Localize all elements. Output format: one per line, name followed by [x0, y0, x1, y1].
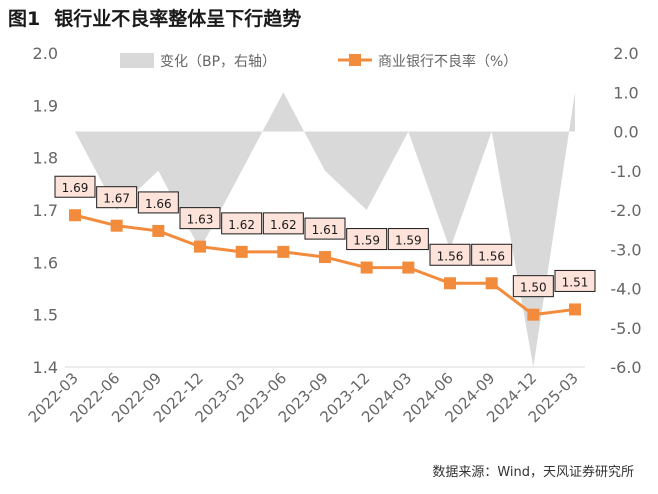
line-point-marker — [569, 303, 581, 316]
line-point-marker — [235, 245, 248, 258]
data-label-box — [346, 228, 388, 251]
data-label: 1.59 — [395, 234, 422, 248]
y-left-tick-label: 1.4 — [33, 358, 58, 377]
data-label-box — [179, 207, 221, 230]
data-label-box — [262, 212, 304, 235]
data-label-box — [471, 243, 513, 266]
data-label-box — [96, 186, 138, 209]
data-label: 1.62 — [228, 218, 255, 232]
data-label-box — [137, 191, 179, 214]
data-label-box — [54, 175, 96, 198]
data-label: 1.69 — [62, 181, 89, 195]
line-point-marker — [485, 277, 498, 290]
y-right-tick-label: 1.0 — [613, 83, 638, 102]
y-left-tick-label: 1.8 — [33, 149, 58, 168]
data-label: 1.67 — [103, 192, 130, 206]
y-right-tick-label: -4.0 — [610, 280, 641, 299]
data-label: 1.56 — [437, 249, 464, 263]
data-label: 1.51 — [562, 275, 589, 289]
line-point-marker — [319, 251, 331, 264]
y-right-tick-label: 0.0 — [613, 123, 638, 142]
y-left-tick-label: 1.5 — [33, 306, 58, 325]
line-point-marker — [69, 209, 81, 222]
line-point-marker — [194, 240, 206, 253]
y-left-tick-label: 1.7 — [33, 201, 58, 220]
y-right-tick-label: -5.0 — [610, 319, 641, 338]
data-label-box — [512, 275, 554, 298]
legend-swatch-area — [120, 53, 154, 68]
line-point-marker — [152, 224, 165, 237]
y-right-tick-label: -3.0 — [610, 240, 641, 259]
figure-title-text: 银行业不良率整体呈下行趋势 — [54, 8, 302, 30]
data-label-box — [304, 217, 346, 240]
y-left-tick-label: 1.9 — [33, 96, 58, 115]
y-left-tick-label: 1.6 — [33, 253, 58, 272]
line-point-marker — [277, 245, 290, 258]
line-point-marker — [402, 261, 415, 274]
data-label-box — [429, 243, 471, 266]
y-right-tick-label: -6.0 — [610, 358, 641, 377]
legend-swatch-marker — [349, 54, 361, 66]
figure-number: 图1 — [8, 8, 41, 30]
area-series-change-bp — [75, 92, 575, 367]
legend-label-line: 商业银行不良率（%） — [378, 53, 517, 70]
data-label: 1.66 — [145, 197, 172, 211]
data-label: 1.56 — [478, 249, 505, 263]
data-label-box — [221, 212, 263, 235]
line-point-marker — [360, 261, 373, 274]
line-point-marker — [110, 219, 123, 232]
y-right-tick-label: -2.0 — [610, 201, 641, 220]
legend-label-area: 变化（BP，右轴） — [160, 54, 276, 70]
y-right-tick-label: 2.0 — [613, 44, 638, 63]
data-label-box — [554, 269, 596, 292]
line-point-marker — [527, 308, 540, 321]
data-label: 1.63 — [187, 213, 214, 227]
data-label-box — [387, 228, 429, 251]
y-right-tick-label: -1.0 — [610, 162, 641, 181]
data-label: 1.61 — [312, 223, 339, 237]
y-left-tick-label: 2.0 — [33, 44, 58, 63]
line-point-marker — [444, 277, 456, 290]
data-label: 1.62 — [270, 218, 297, 232]
data-label: 1.50 — [520, 281, 547, 295]
chart-title: 图1 银行业不良率整体呈下行趋势 — [8, 4, 301, 34]
data-source: 数据来源：Wind，天风证券研究所 — [432, 465, 634, 480]
data-label: 1.59 — [353, 234, 380, 248]
